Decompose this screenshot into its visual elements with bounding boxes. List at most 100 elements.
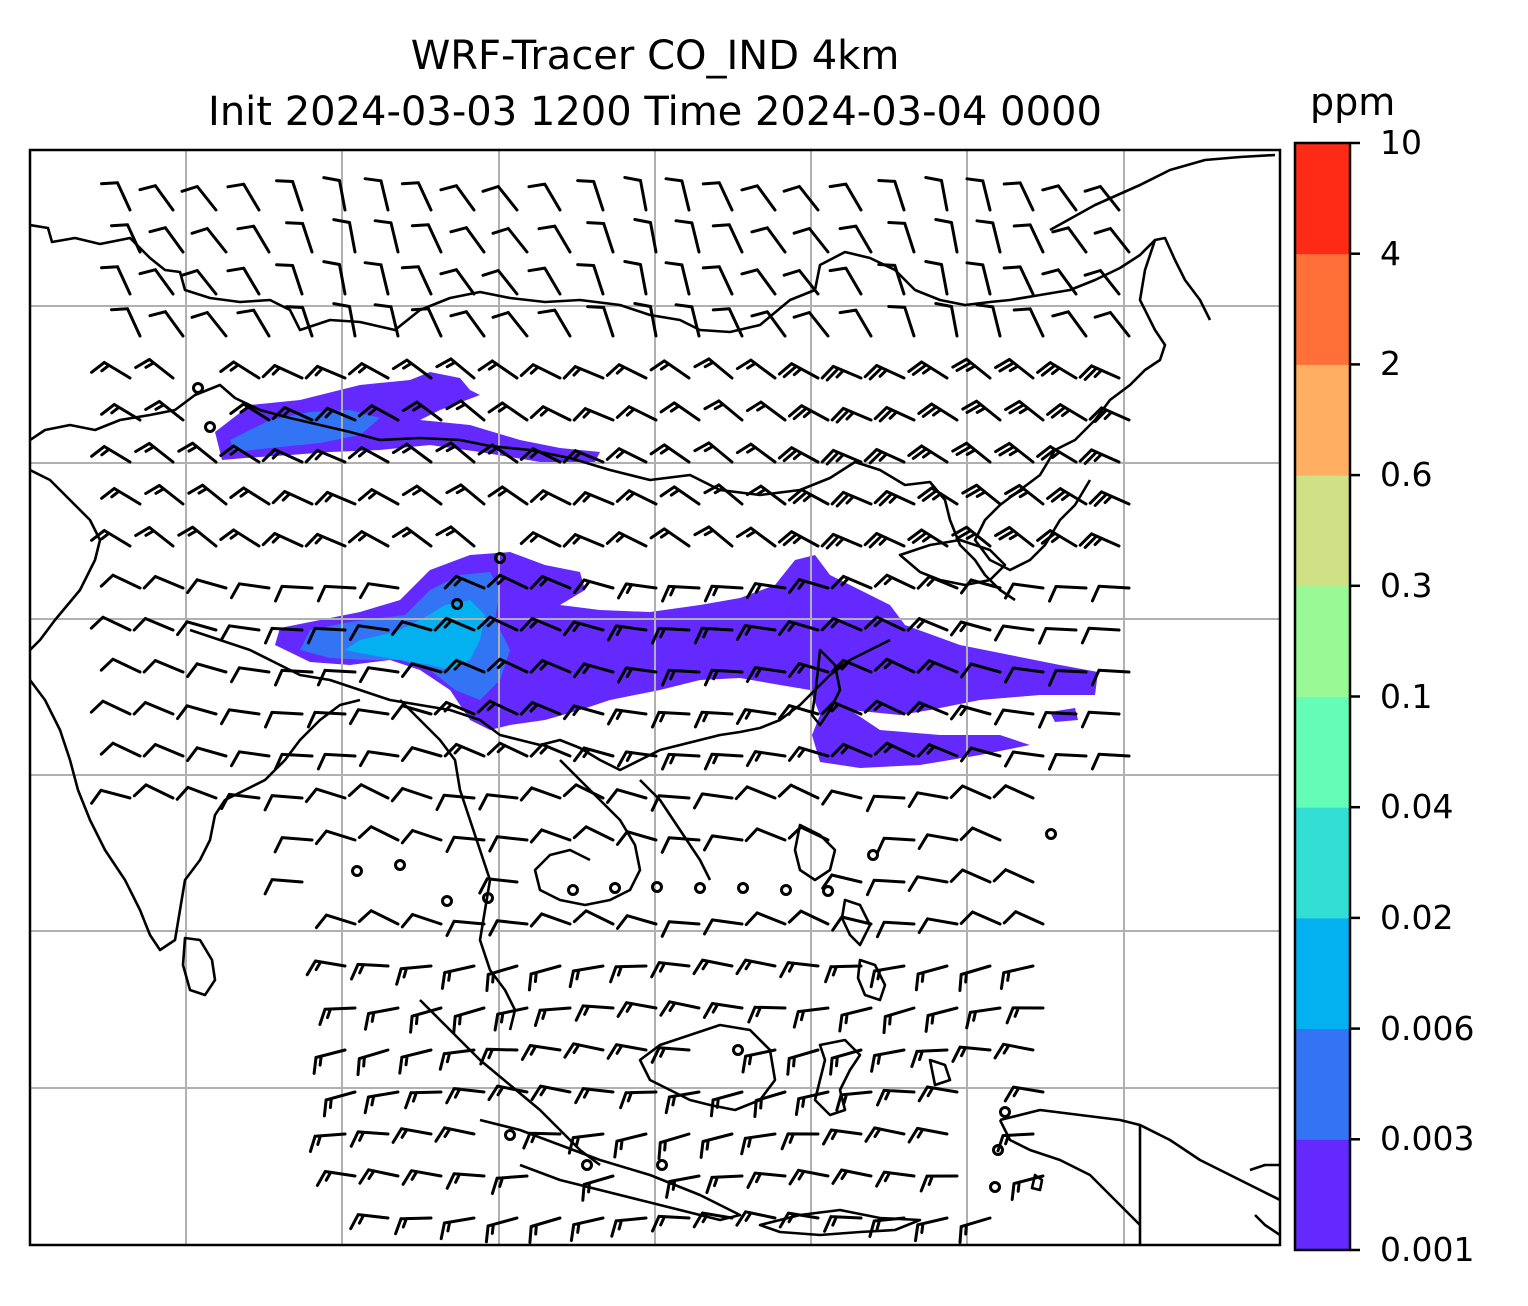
wind-barb xyxy=(906,617,949,632)
wind-barb xyxy=(519,531,562,548)
wind-barb xyxy=(788,662,830,678)
wind-barb xyxy=(907,360,949,380)
title-line-1: WRF-Tracer CO_IND 4km xyxy=(410,33,900,79)
wind-barb xyxy=(959,826,1002,842)
wind-barb xyxy=(144,483,185,506)
wind-barb xyxy=(917,1085,959,1103)
wind-barb xyxy=(782,269,820,296)
wind-barb xyxy=(659,485,701,506)
wind-barb xyxy=(735,624,777,641)
wind-barb xyxy=(349,1130,390,1148)
wind-barb xyxy=(873,573,916,590)
wind-barb xyxy=(1080,710,1121,729)
wind-barb xyxy=(907,444,949,464)
wind-barb xyxy=(487,401,529,422)
wind-barb xyxy=(910,1048,949,1068)
wind-barb xyxy=(745,400,787,422)
wind-barb xyxy=(190,311,228,338)
wind-barb xyxy=(924,260,949,296)
wind-barb xyxy=(692,958,734,976)
wind-barb xyxy=(529,659,572,674)
wind-barb xyxy=(177,441,218,464)
wind-barb xyxy=(735,358,777,380)
wind-barb xyxy=(186,662,228,679)
wind-barb xyxy=(741,1048,777,1074)
wind-barb xyxy=(703,399,744,422)
wind-barb xyxy=(175,785,218,801)
wind-barb xyxy=(99,573,142,590)
wind-barb xyxy=(569,1216,605,1242)
wind-barb xyxy=(445,1087,486,1105)
wind-barb xyxy=(391,1127,433,1144)
wind-barb xyxy=(271,406,314,422)
wind-barb xyxy=(322,1090,357,1118)
wind-barb xyxy=(875,920,916,939)
wind-barb xyxy=(398,1048,433,1075)
wind-barb xyxy=(950,620,992,637)
wind-barb xyxy=(961,399,1002,422)
wind-barb xyxy=(745,582,787,599)
wind-barb xyxy=(916,575,959,590)
wind-barb xyxy=(347,530,390,548)
wind-calm-marker xyxy=(1045,828,1057,840)
wind-barb xyxy=(90,361,132,380)
wind-barb xyxy=(264,626,304,645)
wind-barb xyxy=(177,525,218,548)
wind-barb xyxy=(693,357,734,380)
wind-barb xyxy=(750,310,787,338)
wind-barb xyxy=(882,1006,916,1035)
wind-barb xyxy=(830,658,873,674)
wind-barb xyxy=(994,525,1035,548)
wind-barb xyxy=(563,1042,605,1059)
wind-barb xyxy=(487,485,529,506)
wind-barb xyxy=(314,406,357,422)
wind-barb xyxy=(390,787,433,803)
wind-barb xyxy=(674,303,701,338)
wind-barb xyxy=(142,575,185,590)
wind-barb xyxy=(572,491,615,506)
wind-barb xyxy=(829,1048,863,1076)
wind-barb xyxy=(960,578,1002,595)
wind-barb xyxy=(605,531,648,548)
wind-calm-marker xyxy=(732,1044,744,1056)
title-line-2: Init 2024-03-03 1200 Time 2024-03-04 000… xyxy=(208,89,1102,135)
wind-barb xyxy=(924,1006,959,1033)
wind-barb xyxy=(349,1213,390,1231)
wind-barb xyxy=(478,793,519,811)
wind-barb xyxy=(887,305,916,338)
wind-barb xyxy=(332,302,357,338)
wind-barb xyxy=(787,909,830,926)
colorbar-tick-label: 0.001 xyxy=(1380,1230,1475,1269)
wind-barb xyxy=(865,794,906,813)
wind-barb xyxy=(777,530,820,548)
wind-barb xyxy=(226,182,261,212)
wind-barb xyxy=(568,964,605,989)
wind-barb xyxy=(744,827,787,843)
wind-barb xyxy=(449,226,486,254)
wind-barb xyxy=(410,223,443,254)
wind-barb xyxy=(661,752,701,771)
wind-barb xyxy=(488,919,529,937)
wind-barb xyxy=(914,1216,949,1243)
wind-barb xyxy=(586,305,615,338)
wind-barb xyxy=(533,1006,572,1027)
wind-barb xyxy=(401,746,443,762)
wind-barb xyxy=(1080,626,1121,645)
wind-barb xyxy=(562,365,605,380)
wind-barb xyxy=(745,484,787,506)
wind-barb xyxy=(623,176,648,212)
wind-barb xyxy=(572,825,615,842)
wind-barb xyxy=(1048,585,1088,603)
wind-barb xyxy=(322,260,347,296)
wind-barb xyxy=(401,662,443,678)
wind-barb xyxy=(445,1172,486,1190)
wind-barb xyxy=(452,1006,486,1034)
wind-barb xyxy=(1036,361,1078,380)
wind-barb xyxy=(869,964,906,989)
wind-barb xyxy=(261,364,304,380)
colorbar-tick-label: 0.003 xyxy=(1380,1119,1475,1159)
wind-barb xyxy=(838,224,873,254)
wind-barb xyxy=(830,406,873,424)
wind-barb xyxy=(907,791,949,808)
wind-barb xyxy=(610,1216,648,1238)
